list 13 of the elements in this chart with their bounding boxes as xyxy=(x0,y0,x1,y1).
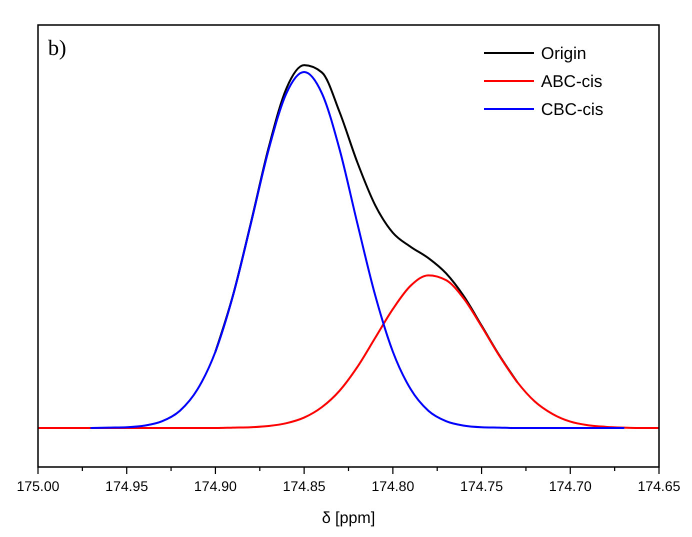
x-tick-label: 174.80 xyxy=(371,478,414,494)
x-tick-label: 174.75 xyxy=(460,478,504,494)
x-tick-label: 174.90 xyxy=(194,478,238,494)
legend-label: CBC-cis xyxy=(541,100,604,119)
x-tick-label: 175.00 xyxy=(16,478,60,494)
legend-label: ABC-cis xyxy=(541,72,602,91)
x-tick-label: 174.85 xyxy=(282,478,326,494)
x-tick-label: 174.65 xyxy=(638,478,681,494)
x-tick-label: 174.70 xyxy=(548,478,592,494)
legend-label: Origin xyxy=(541,44,586,63)
chart-title: b) xyxy=(48,35,66,60)
x-tick-label: 174.95 xyxy=(105,478,148,494)
x-axis-title: δ [ppm] xyxy=(322,510,376,527)
